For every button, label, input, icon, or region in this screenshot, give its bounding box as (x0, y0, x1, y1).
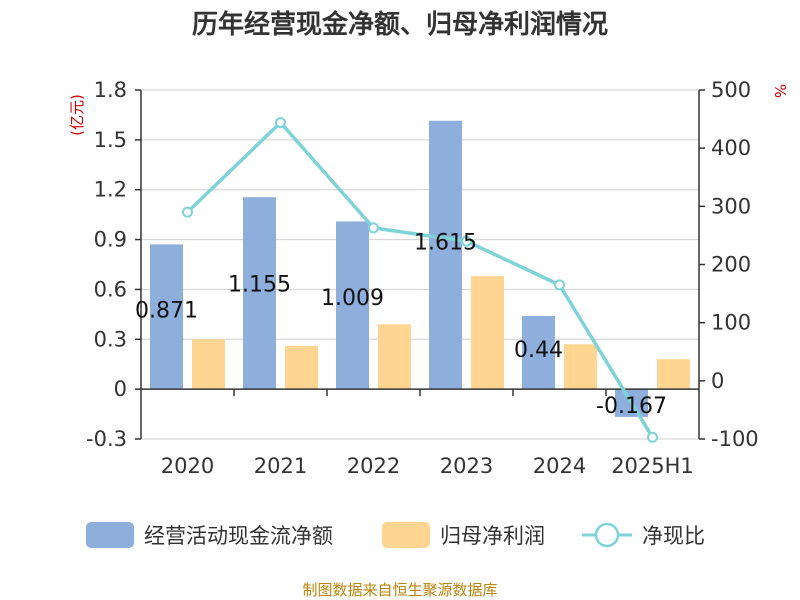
bar-net-profit (192, 339, 225, 390)
data-label-operating-cash-flow: -0.167 (596, 394, 667, 419)
right-axis-tick-label: 300 (711, 194, 751, 218)
x-axis-tick-label: 2022 (347, 454, 400, 478)
left-axis-tick-label: 0.9 (94, 228, 127, 252)
bar-series (150, 120, 690, 417)
cash-ratio-point (461, 235, 472, 247)
legend-swatch-cash-ratio-marker (594, 522, 620, 548)
chart-title: 历年经营现金净额、归母净利润情况 (192, 9, 608, 40)
left-axis-tick-label: -0.3 (86, 427, 127, 451)
bar-operating-cash-flow (243, 197, 276, 390)
cash-ratio-line (186, 120, 654, 439)
x-axis-tick-label: 2024 (533, 454, 586, 478)
axes: 1.8 1.5 1.2 0.9 0.6 0.3 0 -0.3 500 400 300 200 100 0 -… (86, 78, 759, 478)
data-label-operating-cash-flow: 1.615 (414, 231, 477, 256)
left-axis-tick-label: 0 (114, 377, 127, 401)
left-axis-tick-label: 1.8 (94, 78, 127, 102)
left-axis-tick-label: 1.2 (94, 178, 127, 202)
legend-label-cash-ratio: 净现比 (642, 524, 705, 548)
cash-ratio-point (368, 222, 379, 234)
bar-net-profit (471, 276, 504, 390)
cash-ratio-point (647, 431, 658, 443)
x-axis-tick-label: 2023 (440, 454, 493, 478)
legend-label-net-profit: 归母净利润 (440, 524, 545, 548)
x-axis-tick-label: 2021 (254, 454, 307, 478)
right-axis-tick-label: 0 (711, 369, 724, 393)
left-axis-tick-label: 0.3 (94, 327, 127, 351)
left-axis-tick-label: 1.5 (94, 128, 127, 152)
right-axis-tick-label: 500 (711, 78, 751, 102)
bar-operating-cash-flow (150, 244, 183, 390)
data-label-operating-cash-flow: 0.871 (135, 299, 198, 324)
right-axis-tick-label: -100 (711, 427, 759, 451)
left-axis-tick-label: 0.6 (94, 277, 127, 301)
data-source: 制图数据来自恒生聚源数据库 (302, 581, 497, 599)
bar-net-profit (285, 345, 318, 390)
data-labels: 0.871 1.155 1.009 1.615 0.44 -0.167 (135, 231, 667, 419)
data-label-operating-cash-flow: 1.155 (228, 273, 291, 298)
x-axis-tick-label: 2020 (161, 454, 214, 478)
legend-swatch-net-profit (382, 522, 430, 548)
left-axis-unit: (亿元) (68, 94, 86, 136)
right-axis-tick-label: 200 (711, 253, 751, 277)
line-series (182, 117, 658, 443)
cash-ratio-point (554, 279, 565, 291)
cash-ratio-point (182, 206, 193, 218)
right-axis-tick-label: 100 (711, 311, 751, 335)
bar-operating-cash-flow (522, 316, 555, 390)
legend: 经营活动现金流净额 归母净利润 净现比 (86, 522, 705, 548)
bar-net-profit (378, 324, 411, 390)
x-axis-tick-label: 2025H1 (611, 454, 694, 478)
grid (141, 89, 699, 440)
bar-operating-cash-flow (336, 221, 369, 390)
legend-swatch-operating-cash-flow (86, 522, 134, 548)
bar-net-profit (564, 344, 597, 390)
bar-net-profit (657, 359, 690, 390)
data-label-operating-cash-flow: 0.44 (514, 338, 563, 363)
bar-operating-cash-flow (429, 120, 462, 390)
right-axis-tick-label: 400 (711, 136, 751, 160)
legend-label-operating-cash-flow: 经营活动现金流净额 (144, 524, 333, 548)
right-axis-unit: % (771, 84, 789, 98)
data-label-operating-cash-flow: 1.009 (321, 286, 384, 311)
cash-ratio-point (275, 117, 286, 129)
